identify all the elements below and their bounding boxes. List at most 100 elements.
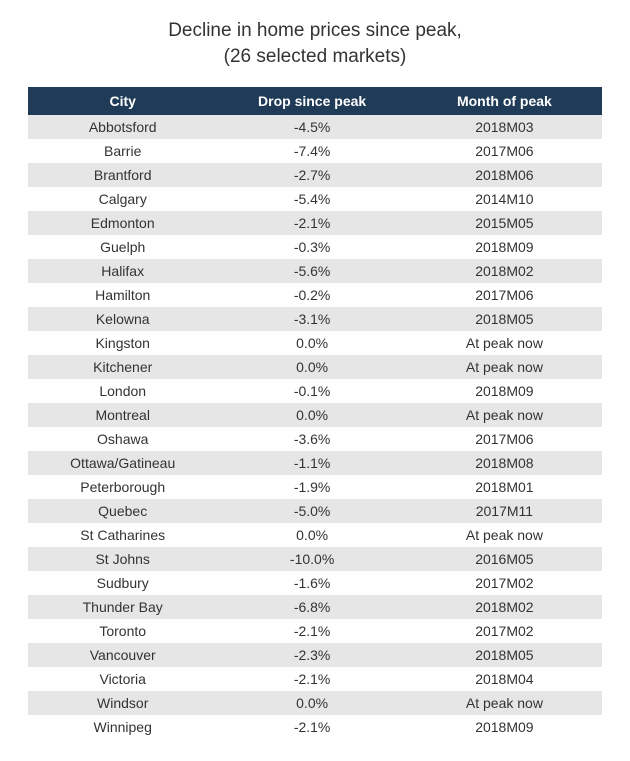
cell-city: Montreal	[28, 403, 217, 427]
table-row: London-0.1%2018M09	[28, 379, 602, 403]
table-row: St Catharines0.0%At peak now	[28, 523, 602, 547]
cell-city: Winnipeg	[28, 715, 217, 739]
table-row: Guelph-0.3%2018M09	[28, 235, 602, 259]
cell-city: Kelowna	[28, 307, 217, 331]
cell-city: Halifax	[28, 259, 217, 283]
cell-drop: -2.3%	[217, 643, 406, 667]
table-row: Ottawa/Gatineau-1.1%2018M08	[28, 451, 602, 475]
cell-city: Kingston	[28, 331, 217, 355]
cell-city: Ottawa/Gatineau	[28, 451, 217, 475]
cell-drop: -6.8%	[217, 595, 406, 619]
title-line2: (26 selected markets)	[28, 44, 602, 70]
cell-month: 2017M06	[407, 283, 602, 307]
table-body: Abbotsford-4.5%2018M03Barrie-7.4%2017M06…	[28, 115, 602, 739]
table-row: Kitchener0.0%At peak now	[28, 355, 602, 379]
cell-month: 2018M01	[407, 475, 602, 499]
table-row: Quebec-5.0%2017M11	[28, 499, 602, 523]
cell-drop: -1.6%	[217, 571, 406, 595]
cell-city: Abbotsford	[28, 115, 217, 139]
cell-month: 2014M10	[407, 187, 602, 211]
cell-city: Quebec	[28, 499, 217, 523]
col-header-drop: Drop since peak	[217, 87, 406, 115]
cell-city: Sudbury	[28, 571, 217, 595]
cell-drop: -1.9%	[217, 475, 406, 499]
cell-drop: -1.1%	[217, 451, 406, 475]
col-header-city: City	[28, 87, 217, 115]
cell-city: London	[28, 379, 217, 403]
cell-month: 2015M05	[407, 211, 602, 235]
cell-drop: -5.0%	[217, 499, 406, 523]
table-row: Oshawa-3.6%2017M06	[28, 427, 602, 451]
cell-month: 2018M02	[407, 595, 602, 619]
cell-month: 2018M05	[407, 643, 602, 667]
cell-month: 2018M09	[407, 379, 602, 403]
col-header-month: Month of peak	[407, 87, 602, 115]
cell-drop: -2.1%	[217, 715, 406, 739]
table-row: Winnipeg-2.1%2018M09	[28, 715, 602, 739]
cell-drop: 0.0%	[217, 355, 406, 379]
cell-city: Windsor	[28, 691, 217, 715]
table-row: Thunder Bay-6.8%2018M02	[28, 595, 602, 619]
cell-month: 2018M09	[407, 715, 602, 739]
cell-drop: -2.1%	[217, 211, 406, 235]
cell-city: Oshawa	[28, 427, 217, 451]
table-row: Edmonton-2.1%2015M05	[28, 211, 602, 235]
cell-drop: 0.0%	[217, 523, 406, 547]
cell-city: Kitchener	[28, 355, 217, 379]
cell-drop: -2.7%	[217, 163, 406, 187]
cell-month: 2018M08	[407, 451, 602, 475]
cell-city: Guelph	[28, 235, 217, 259]
cell-drop: -5.4%	[217, 187, 406, 211]
cell-month: 2017M06	[407, 139, 602, 163]
table-row: Windsor0.0%At peak now	[28, 691, 602, 715]
table-row: Sudbury-1.6%2017M02	[28, 571, 602, 595]
cell-month: 2018M04	[407, 667, 602, 691]
table-row: St Johns-10.0%2016M05	[28, 547, 602, 571]
cell-drop: -3.6%	[217, 427, 406, 451]
cell-month: 2018M09	[407, 235, 602, 259]
cell-city: St Johns	[28, 547, 217, 571]
table-row: Kingston0.0%At peak now	[28, 331, 602, 355]
cell-month: At peak now	[407, 403, 602, 427]
cell-month: 2017M02	[407, 619, 602, 643]
cell-month: 2018M03	[407, 115, 602, 139]
cell-drop: -2.1%	[217, 667, 406, 691]
cell-city: Hamilton	[28, 283, 217, 307]
table-row: Toronto-2.1%2017M02	[28, 619, 602, 643]
cell-city: Toronto	[28, 619, 217, 643]
cell-city: Vancouver	[28, 643, 217, 667]
cell-month: At peak now	[407, 331, 602, 355]
cell-city: St Catharines	[28, 523, 217, 547]
prices-table: City Drop since peak Month of peak Abbot…	[28, 87, 602, 739]
cell-city: Thunder Bay	[28, 595, 217, 619]
table-row: Halifax-5.6%2018M02	[28, 259, 602, 283]
cell-month: 2016M05	[407, 547, 602, 571]
cell-city: Calgary	[28, 187, 217, 211]
cell-month: 2018M02	[407, 259, 602, 283]
cell-drop: 0.0%	[217, 331, 406, 355]
cell-drop: -3.1%	[217, 307, 406, 331]
cell-month: 2017M06	[407, 427, 602, 451]
page-title: Decline in home prices since peak, (26 s…	[28, 18, 602, 69]
cell-city: Brantford	[28, 163, 217, 187]
table-row: Barrie-7.4%2017M06	[28, 139, 602, 163]
cell-month: 2018M06	[407, 163, 602, 187]
table-row: Abbotsford-4.5%2018M03	[28, 115, 602, 139]
cell-drop: 0.0%	[217, 403, 406, 427]
cell-drop: 0.0%	[217, 691, 406, 715]
cell-drop: -0.1%	[217, 379, 406, 403]
table-row: Vancouver-2.3%2018M05	[28, 643, 602, 667]
cell-month: 2017M02	[407, 571, 602, 595]
table-header-row: City Drop since peak Month of peak	[28, 87, 602, 115]
table-row: Montreal0.0%At peak now	[28, 403, 602, 427]
cell-city: Edmonton	[28, 211, 217, 235]
title-line1: Decline in home prices since peak,	[28, 18, 602, 44]
table-row: Victoria-2.1%2018M04	[28, 667, 602, 691]
cell-month: 2018M05	[407, 307, 602, 331]
cell-drop: -4.5%	[217, 115, 406, 139]
table-row: Kelowna-3.1%2018M05	[28, 307, 602, 331]
cell-drop: -0.3%	[217, 235, 406, 259]
table-row: Brantford-2.7%2018M06	[28, 163, 602, 187]
table-row: Peterborough-1.9%2018M01	[28, 475, 602, 499]
cell-month: At peak now	[407, 691, 602, 715]
